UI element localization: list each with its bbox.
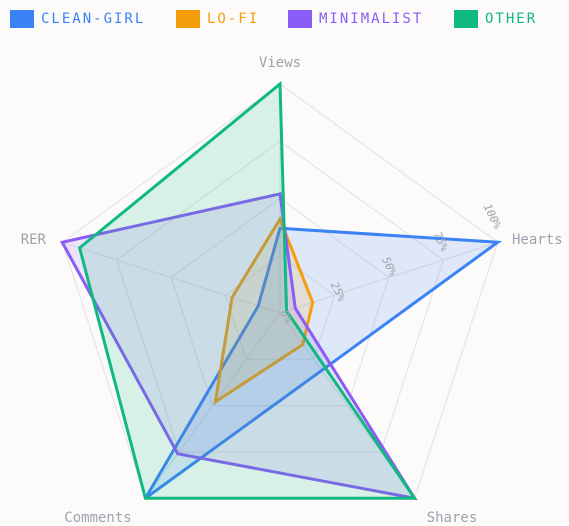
axis-label: Comments — [64, 510, 131, 526]
legend-label: OTHER — [485, 11, 537, 27]
legend-label: MINIMALIST — [319, 11, 423, 27]
axis-label: Shares — [427, 510, 478, 526]
tick-label: 100% — [481, 202, 504, 232]
spoke — [279, 241, 498, 314]
grid-line — [170, 197, 390, 407]
legend-swatch — [10, 10, 34, 28]
legend-swatch — [288, 10, 312, 28]
legend-label: CLEAN-GIRL — [41, 11, 145, 27]
axis-label: RER — [21, 232, 47, 248]
spoke — [62, 241, 281, 314]
legend-swatch — [176, 10, 200, 28]
axis-label: Views — [259, 55, 301, 71]
legend-label: LO-FI — [207, 11, 259, 27]
axis-label: Hearts — [512, 232, 563, 248]
grid-line — [115, 140, 445, 453]
series-area — [77, 80, 418, 500]
tick-label: 0% — [278, 308, 296, 326]
legend-swatch — [454, 10, 478, 28]
spoke — [144, 312, 281, 499]
